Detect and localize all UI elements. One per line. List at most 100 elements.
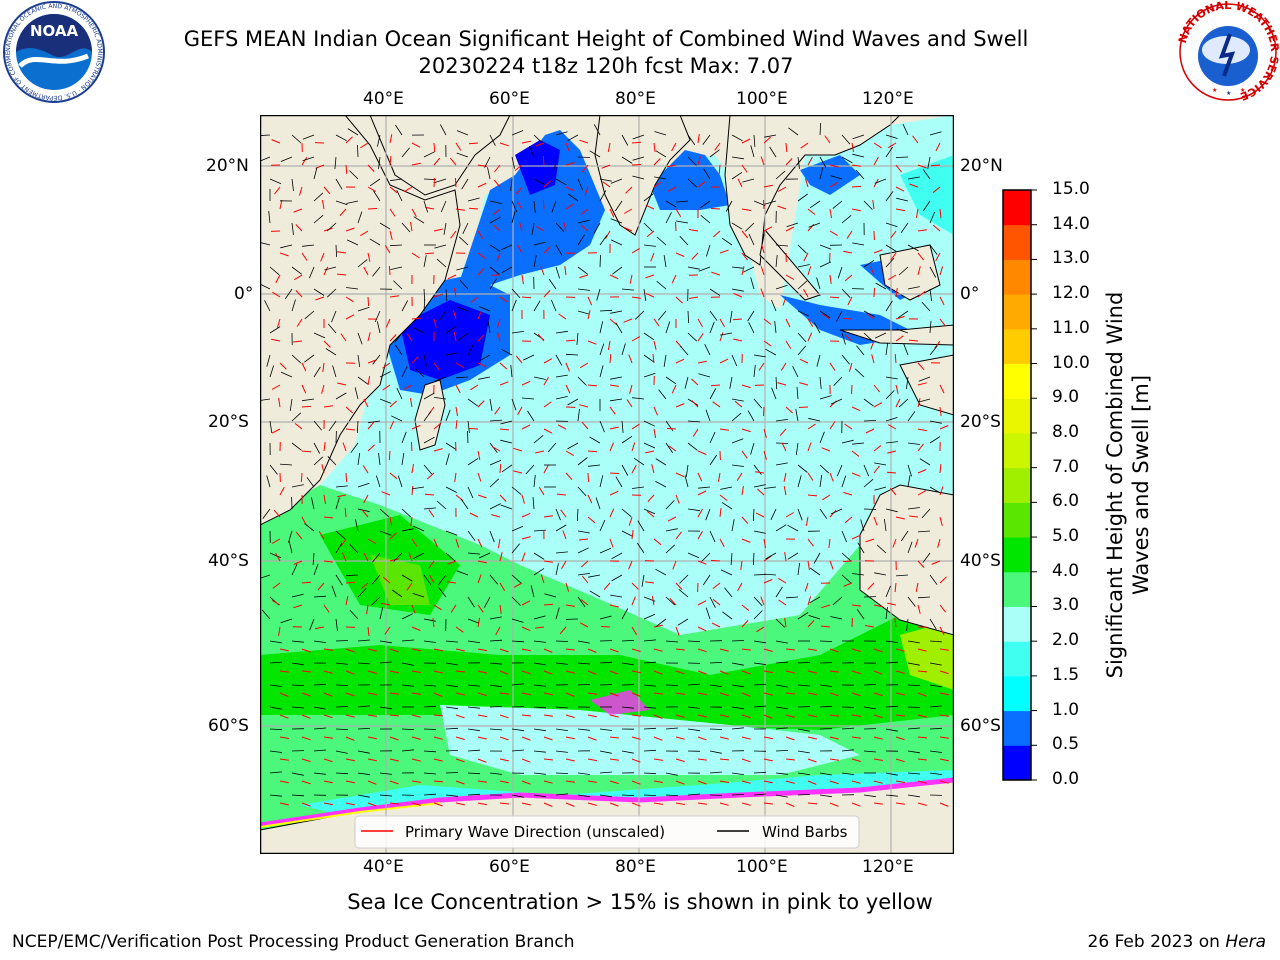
wind-barb [775, 750, 789, 752]
wind-barb [467, 530, 476, 541]
wave-direction-arrow [499, 296, 508, 303]
wind-barb [819, 431, 825, 444]
wind-barb [401, 613, 413, 620]
wave-direction-arrow [521, 296, 532, 299]
wave-direction-arrow [543, 246, 551, 254]
wave-height-map: Primary Wave Direction (unscaled) Wind B… [260, 115, 954, 854]
wind-barb [335, 244, 337, 258]
wave-direction-arrow [785, 780, 795, 784]
wave-direction-arrow [320, 252, 325, 262]
wind-barb [698, 266, 711, 272]
wind-barb [313, 749, 327, 752]
wave-direction-arrow [345, 428, 355, 431]
wind-barb [819, 395, 832, 400]
wave-direction-arrow [543, 401, 552, 408]
wave-direction-arrow [785, 692, 795, 695]
wind-barb [900, 530, 909, 542]
wind-barb [401, 662, 414, 666]
wind-barb [709, 431, 716, 444]
wind-barb [266, 354, 271, 367]
wind-barb [929, 618, 937, 630]
wave-direction-arrow [336, 273, 347, 276]
wave-direction-arrow [873, 249, 883, 254]
wind-barb [771, 299, 777, 312]
wave-direction-arrow [317, 582, 325, 591]
wave-direction-arrow [432, 618, 435, 628]
wave-direction-arrow [675, 358, 685, 364]
wave-direction-arrow [543, 464, 549, 474]
wind-barb [841, 772, 854, 775]
wind-barb [860, 519, 865, 532]
wind-barb [663, 354, 667, 367]
wind-barb [530, 585, 535, 598]
wind-barb [373, 190, 381, 202]
wave-direction-arrow [339, 208, 347, 216]
wind-barb [325, 348, 337, 356]
wave-direction-arrow [894, 582, 897, 593]
wave-direction-arrow [829, 736, 839, 740]
wind-barb [269, 266, 280, 276]
wave-direction-arrow [521, 736, 531, 741]
wave-direction-arrow [279, 758, 289, 761]
wind-barb [467, 398, 478, 407]
wind-barb [764, 200, 777, 205]
wave-direction-arrow [843, 582, 853, 587]
wind-barb [907, 176, 920, 180]
wind-barb [918, 376, 931, 382]
map-legend: Primary Wave Direction (unscaled) Wind B… [354, 815, 860, 849]
wind-barb [555, 524, 567, 532]
wind-barb [577, 156, 591, 158]
wind-barb [313, 167, 318, 180]
wave-direction-arrow [477, 574, 482, 584]
wind-barb [369, 238, 381, 246]
wind-barb [467, 197, 480, 202]
wind-barb [731, 706, 744, 710]
wind-barb [709, 750, 722, 754]
wave-direction-arrow [895, 670, 905, 674]
wind-barb [460, 498, 469, 510]
wave-direction-arrow [895, 186, 905, 192]
wave-direction-arrow [741, 230, 749, 239]
wave-direction-arrow [873, 758, 883, 761]
wind-barb [413, 327, 425, 334]
wave-direction-arrow [337, 382, 347, 386]
wave-direction-arrow [455, 714, 465, 719]
wind-barb [599, 321, 604, 334]
wind-barb [462, 222, 469, 234]
wind-barb [357, 639, 371, 642]
wave-direction-arrow [497, 332, 501, 342]
wave-direction-arrow [763, 736, 773, 740]
wind-barb [599, 178, 612, 182]
wave-direction-arrow [454, 177, 457, 188]
wave-direction-arrow [295, 224, 303, 232]
wave-direction-arrow [543, 358, 553, 364]
wave-direction-arrow [717, 472, 721, 482]
wind-barb [280, 156, 293, 162]
wave-direction-arrow [689, 296, 699, 299]
wind-barb [533, 241, 546, 246]
wave-direction-arrow [301, 758, 311, 762]
wind-barb [302, 156, 315, 162]
wind-barb [665, 500, 675, 510]
wave-direction-arrow [411, 356, 419, 364]
wind-barb [456, 306, 469, 312]
wind-barb [729, 310, 733, 323]
wave-direction-arrow [384, 626, 391, 635]
wind-barb [544, 593, 557, 598]
wave-direction-arrow [499, 670, 509, 675]
wave-direction-arrow [411, 208, 417, 218]
wind-barb [775, 706, 788, 710]
wind-barb [335, 640, 349, 642]
wave-direction-arrow [337, 251, 347, 254]
wave-direction-arrow [763, 340, 772, 347]
wind-barb [459, 279, 469, 290]
wind-barb [324, 266, 337, 271]
wave-direction-arrow [755, 471, 765, 474]
chart-subtitle: 20230224 t18z 120h fcst Max: 7.07 [418, 54, 794, 78]
wind-barb [917, 530, 931, 533]
wind-barb [467, 793, 481, 796]
wind-barb [445, 706, 458, 710]
wind-barb [676, 200, 689, 203]
wave-direction-arrow [433, 736, 443, 740]
wave-direction-arrow [579, 139, 589, 144]
